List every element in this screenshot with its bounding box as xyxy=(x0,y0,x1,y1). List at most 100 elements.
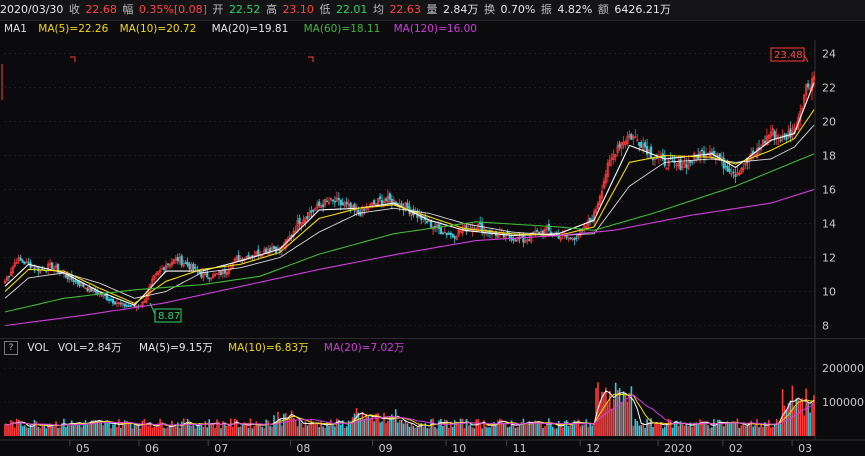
candle-body xyxy=(296,220,299,231)
volume-bar xyxy=(522,418,525,436)
volume-bar xyxy=(53,425,55,436)
volume-bar xyxy=(226,425,228,436)
help-button[interactable]: ? xyxy=(4,341,18,355)
candle-body xyxy=(160,268,164,270)
candle-body xyxy=(769,131,772,138)
candle-body xyxy=(646,146,649,155)
vol-ma20-legend: MA(20)=7.02万 xyxy=(323,342,405,354)
volume-bar xyxy=(620,402,623,436)
volume-bar xyxy=(396,422,399,436)
candle-body xyxy=(755,148,759,158)
volume-bar xyxy=(157,423,159,436)
volume-bar xyxy=(475,419,478,436)
volume-bar xyxy=(86,424,89,436)
volume-bar xyxy=(428,428,430,436)
candle-body xyxy=(373,200,376,205)
volume-bar xyxy=(14,427,16,436)
volume-bar xyxy=(687,426,690,436)
candle-body xyxy=(162,267,166,271)
volume-bar xyxy=(233,418,236,436)
ma-indicator-name[interactable]: MA1 xyxy=(4,23,27,35)
candle-body xyxy=(439,227,443,234)
volume-bar xyxy=(801,398,804,436)
volume-bar xyxy=(127,423,130,436)
vol-ma5-legend: MA(5)=9.15万 xyxy=(138,342,213,354)
volume-bar xyxy=(192,424,195,436)
volume-bar xyxy=(695,422,697,436)
volume-bar xyxy=(102,425,104,436)
candle-body xyxy=(225,271,228,276)
candle-body xyxy=(628,134,631,138)
vol-indicator-name[interactable]: VOL xyxy=(27,342,49,354)
candle-body xyxy=(115,302,119,305)
candle-body xyxy=(318,201,321,207)
candle-body xyxy=(219,271,223,275)
candle-body xyxy=(217,270,221,275)
volume-bar xyxy=(267,420,269,436)
turnover-label: 换 xyxy=(483,3,495,16)
volume-bar xyxy=(155,426,157,436)
volume-bar xyxy=(392,418,395,436)
volume-bar xyxy=(626,401,629,436)
candle-body xyxy=(290,234,293,237)
ma10-legend: MA(10)=20.72 xyxy=(119,23,197,35)
candle-body xyxy=(361,206,364,215)
volume-bar xyxy=(259,424,262,436)
volume-bar xyxy=(74,422,77,436)
candle-body xyxy=(9,271,12,276)
volume-bar xyxy=(557,420,560,436)
volume-bar xyxy=(773,423,776,436)
candle-body xyxy=(640,142,643,148)
volume-bar xyxy=(68,425,71,436)
volume-bar xyxy=(432,418,434,436)
volume-bar xyxy=(701,421,703,436)
candle-body xyxy=(215,273,219,275)
candle-body xyxy=(712,151,715,155)
volume-bar xyxy=(214,427,216,436)
volume-bar xyxy=(78,423,81,436)
candle-body xyxy=(722,157,725,169)
volume-bar xyxy=(84,420,87,436)
candle-body xyxy=(98,292,101,294)
price-tick-label: 18 xyxy=(822,150,836,163)
volume-bar xyxy=(145,424,148,436)
candle-body xyxy=(549,231,552,234)
x-tick-label: 07 xyxy=(214,442,228,455)
candle-body xyxy=(490,229,494,236)
candle-body xyxy=(282,246,285,248)
volume-bar xyxy=(63,418,65,436)
volume-bar xyxy=(110,428,112,436)
volume-bar xyxy=(49,423,51,436)
candle-body xyxy=(667,159,670,167)
x-tick-label: 10 xyxy=(452,442,466,455)
candle-body xyxy=(341,202,344,206)
volume-bar xyxy=(744,425,747,436)
candle-body xyxy=(164,265,168,270)
volume-bar xyxy=(251,428,254,436)
event-marker xyxy=(308,56,314,62)
volume-ma5-line xyxy=(4,390,815,428)
candle-body xyxy=(587,220,590,227)
open-label: 开 xyxy=(212,3,224,16)
candle-body xyxy=(600,190,604,199)
volume-bar xyxy=(37,426,40,436)
candle-body xyxy=(602,180,606,189)
volume-bar xyxy=(608,390,611,436)
volume-bar xyxy=(55,421,57,436)
candle-body xyxy=(33,267,36,270)
candle-body xyxy=(64,274,67,278)
volume-bar xyxy=(33,419,36,436)
candle-body xyxy=(198,272,201,274)
volume-bar xyxy=(471,427,474,436)
candle-body xyxy=(435,224,439,228)
volume-bar xyxy=(583,424,586,436)
volume-bar xyxy=(487,427,489,436)
candle-body xyxy=(127,305,130,308)
volume-bar xyxy=(636,420,639,436)
volume-bar xyxy=(797,399,800,436)
volume-bar xyxy=(235,419,238,436)
candle-body xyxy=(233,258,236,262)
volume-bar xyxy=(662,428,664,436)
candle-body xyxy=(188,263,191,270)
